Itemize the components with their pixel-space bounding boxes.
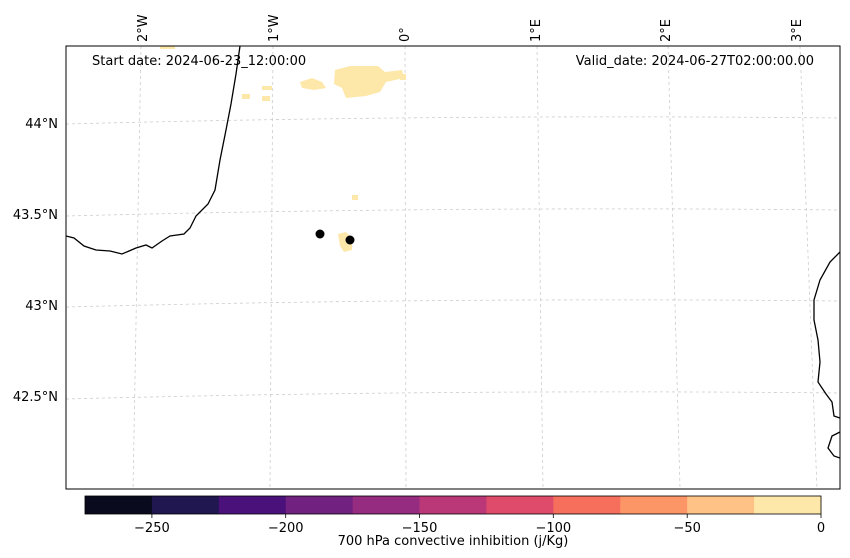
colorbar-tick-label: 0 <box>817 521 825 536</box>
colorbar-segment <box>352 496 421 514</box>
location-marker[interactable] <box>345 235 355 245</box>
lat-label: 42.5°N <box>13 390 58 405</box>
colorbar-ticks <box>151 514 822 518</box>
lon-label: 1°E <box>529 19 544 42</box>
parallel-line <box>66 391 840 400</box>
lat-label: 43°N <box>25 299 58 314</box>
field-patch <box>242 94 250 99</box>
map-area <box>66 46 840 489</box>
meridian-line <box>667 46 681 489</box>
field-patch <box>352 195 358 200</box>
field-patch <box>400 74 406 80</box>
cin-field <box>160 46 406 252</box>
colorbar-segment <box>218 496 287 514</box>
parallel-line <box>66 299 840 308</box>
lon-label: 3°E <box>790 19 805 42</box>
valid-date-label: Valid_date: 2024-06-27T02:00:00.00 <box>576 54 814 69</box>
colorbar <box>85 496 822 514</box>
colorbar-segment <box>486 496 554 514</box>
field-patch <box>262 86 272 90</box>
field-patch <box>262 96 270 101</box>
start-date-label: Start date: 2024-06-23_12:00:00 <box>92 54 306 69</box>
lon-label: 2°E <box>659 19 674 42</box>
colorbar-segment <box>285 496 354 514</box>
colorbar-segment <box>419 496 487 514</box>
parallel-line <box>66 208 840 217</box>
colorbar-tick-label: −250 <box>134 521 170 536</box>
colorbar-border <box>84 495 822 515</box>
map-border <box>65 45 841 490</box>
meridian-line <box>536 46 544 489</box>
meridian-line <box>799 46 818 489</box>
coastline <box>66 46 840 459</box>
parallel-line <box>66 116 840 125</box>
colorbar-segment <box>754 496 822 514</box>
colorbar-title: 700 hPa convective inhibition (j/Kg) <box>338 534 569 549</box>
colorbar-segment <box>85 496 153 514</box>
lat-label: 44°N <box>25 117 58 132</box>
lon-label: 0° <box>398 27 413 42</box>
field-patch <box>300 78 326 90</box>
colorbar-segment <box>151 496 220 514</box>
colorbar-tick-label: −100 <box>535 521 571 536</box>
meridian-line <box>404 46 407 489</box>
graticule <box>66 46 840 489</box>
coastline-east <box>813 251 840 419</box>
coastline-east-lower <box>827 431 840 459</box>
lat-label: 43.5°N <box>13 208 58 223</box>
coastline-iberia <box>66 46 241 255</box>
lon-label: 1°W <box>267 14 282 42</box>
meridian-line <box>132 46 142 489</box>
lon-label: 2°W <box>136 14 151 42</box>
colorbar-segment <box>553 496 621 514</box>
colorbar-tick-label: −200 <box>268 521 304 536</box>
field-patch <box>160 46 175 49</box>
colorbar-tick-label: −150 <box>402 521 438 536</box>
location-marker[interactable] <box>315 229 325 239</box>
colorbar-segment <box>620 496 688 514</box>
colorbar-segment <box>687 496 755 514</box>
field-patch <box>334 66 404 98</box>
colorbar-tick-label: −50 <box>673 521 700 536</box>
